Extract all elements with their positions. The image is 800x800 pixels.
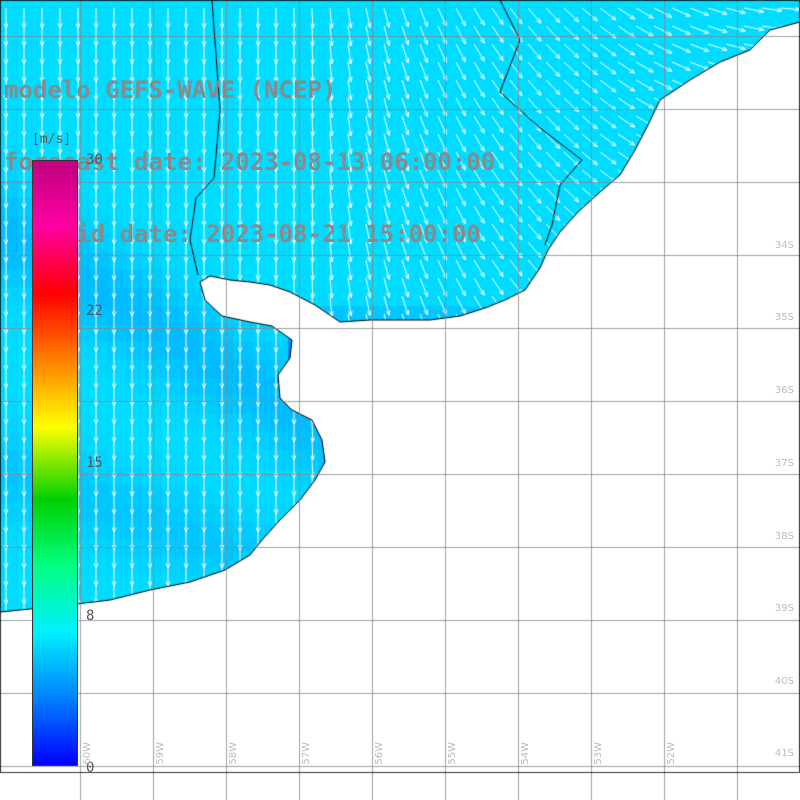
lat-label-36s: 36S — [774, 385, 794, 396]
colorbar-unit: [m/s] — [32, 132, 72, 147]
lon-label-55w: 55W — [447, 742, 458, 765]
lon-label-57w: 57W — [301, 742, 312, 765]
colorbar — [32, 160, 78, 766]
lat-label-38s: 38S — [774, 531, 794, 542]
model-title: modelo GEFS-WAVE (NCEP) — [4, 76, 337, 104]
lat-label-40s: 40S — [774, 676, 794, 687]
colorbar-tick-22: 22 — [86, 303, 103, 319]
lon-label-58w: 58W — [228, 742, 239, 765]
colorbar-tick-8: 8 — [86, 608, 95, 624]
colorbar-tick-30: 30 — [86, 152, 103, 168]
lon-label-53w: 53W — [593, 742, 604, 765]
lon-label-56w: 56W — [374, 742, 385, 765]
lat-label-39s: 39S — [774, 603, 794, 614]
lon-label-60w: 60W — [82, 742, 93, 765]
colorbar-tick-0: 0 — [86, 760, 95, 776]
lat-label-41s: 41S — [774, 748, 794, 759]
lat-label-34s: 34S — [774, 240, 794, 251]
lon-label-59w: 59W — [155, 742, 166, 765]
colorbar-tick-15: 15 — [86, 455, 103, 471]
lon-label-52w: 52W — [666, 742, 677, 765]
lat-label-35s: 35S — [774, 312, 794, 323]
lat-label-37s: 37S — [774, 458, 794, 469]
lon-label-54w: 54W — [520, 742, 531, 765]
